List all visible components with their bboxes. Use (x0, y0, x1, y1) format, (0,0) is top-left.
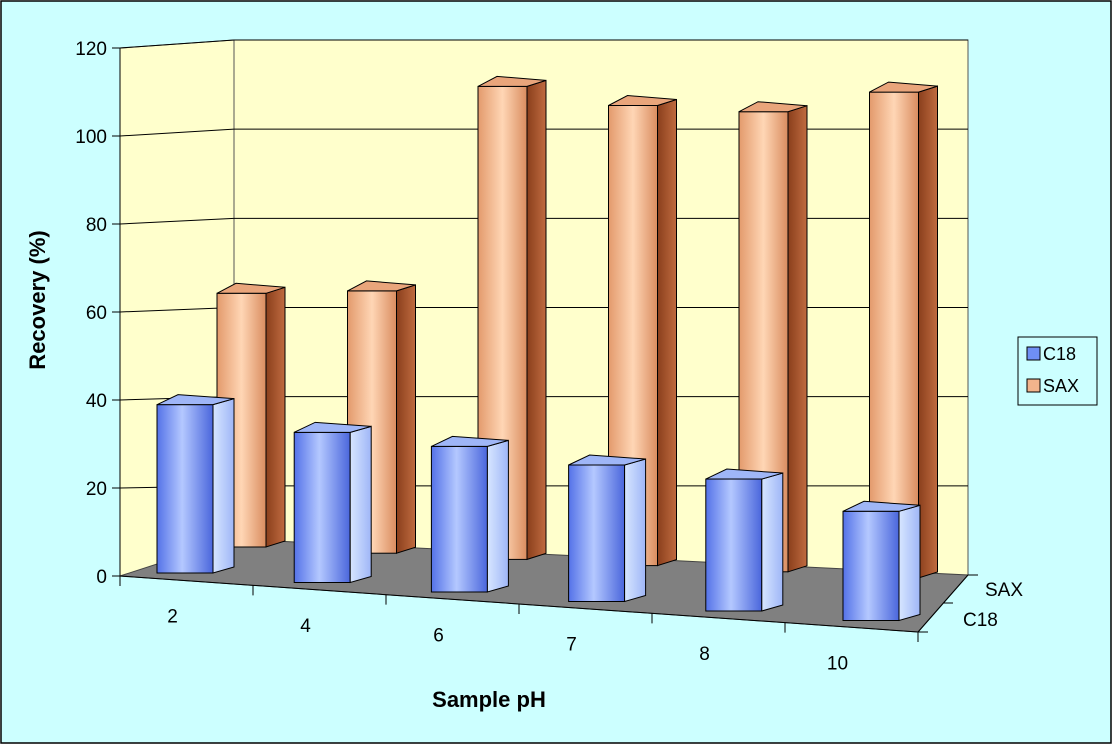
bar-front-face (705, 478, 763, 612)
gridline-side (119, 217, 235, 225)
bar-front-face (156, 404, 214, 574)
bar-top-face (705, 468, 783, 480)
y-tick-label: 20 (86, 479, 107, 500)
bar-side-face (624, 458, 647, 603)
y-tick-label: 100 (75, 127, 107, 148)
bar-front-face (293, 431, 351, 583)
bar-top-face (431, 435, 509, 447)
bar-side-face (349, 425, 372, 584)
bar-side-face (265, 286, 286, 548)
y-tick-label: 120 (75, 39, 107, 60)
x-tick-label: 6 (433, 625, 444, 646)
bar-front-face (842, 510, 900, 621)
bar-c18-7 (568, 454, 647, 603)
legend: C18 SAX (1017, 336, 1098, 406)
y-tick-label: 80 (86, 215, 107, 236)
y-axis: 0 20 40 60 80 100 120 (75, 39, 121, 588)
bar-top-face (216, 282, 286, 294)
bar-c18-8 (705, 468, 784, 612)
x-tick-label: 8 (699, 644, 710, 665)
bar-sax-10 (869, 81, 938, 579)
y-tick-label: 40 (86, 391, 107, 412)
bar-side-face (898, 504, 921, 622)
bar-side-face (212, 397, 235, 574)
bar-front-face (430, 445, 488, 593)
x-axis-title: Sample pH (432, 687, 546, 712)
bar-side-face (918, 85, 938, 579)
bar-side-face (396, 284, 416, 554)
legend-swatch-sax (1026, 378, 1041, 393)
depth-label-c18: C18 (963, 610, 998, 631)
bar-front-face (869, 91, 919, 579)
bar-top-face (608, 94, 677, 106)
bar-top-face (869, 81, 938, 93)
bar-c18-4 (293, 421, 372, 584)
y-tick-label: 60 (86, 303, 107, 324)
gridline-side (119, 128, 235, 137)
bars (156, 75, 938, 622)
x-tick-label: 10 (827, 653, 848, 674)
x-axis (119, 574, 978, 642)
bar-top-face (293, 421, 372, 433)
bar-top-face (347, 280, 416, 292)
x-tick-label: 2 (167, 607, 178, 628)
bar-c18-6 (430, 435, 509, 593)
y-axis-title: Recovery (%) (25, 230, 50, 369)
bar-c18-2 (156, 394, 235, 574)
bar-front-face (568, 464, 626, 602)
bar-side-face (486, 439, 509, 593)
bar-side-face (761, 472, 784, 612)
bar-top-face (738, 101, 808, 113)
gridline-side (119, 307, 235, 313)
legend-label-c18: C18 (1043, 344, 1076, 364)
tick-labels: 2 4 6 7 8 10 SAX C18 (167, 580, 1023, 674)
legend-label-sax: SAX (1043, 376, 1079, 396)
x-tick-label: 4 (300, 616, 311, 637)
x-tick-label: 7 (566, 635, 577, 656)
bar-side-face (526, 79, 547, 561)
bar-top-face (568, 454, 646, 466)
bar-top-face (156, 394, 235, 406)
bar-c18-10 (842, 500, 921, 622)
depth-label-sax: SAX (985, 580, 1023, 601)
bar-top-face (842, 500, 921, 512)
bar-top-face (477, 75, 547, 87)
gridline-side (119, 39, 235, 49)
bar-side-face (787, 105, 808, 573)
y-tick-label: 0 (96, 567, 107, 588)
legend-swatch-c18 (1026, 346, 1041, 361)
bar-side-face (657, 98, 677, 567)
bar-sax-2 (216, 282, 286, 548)
